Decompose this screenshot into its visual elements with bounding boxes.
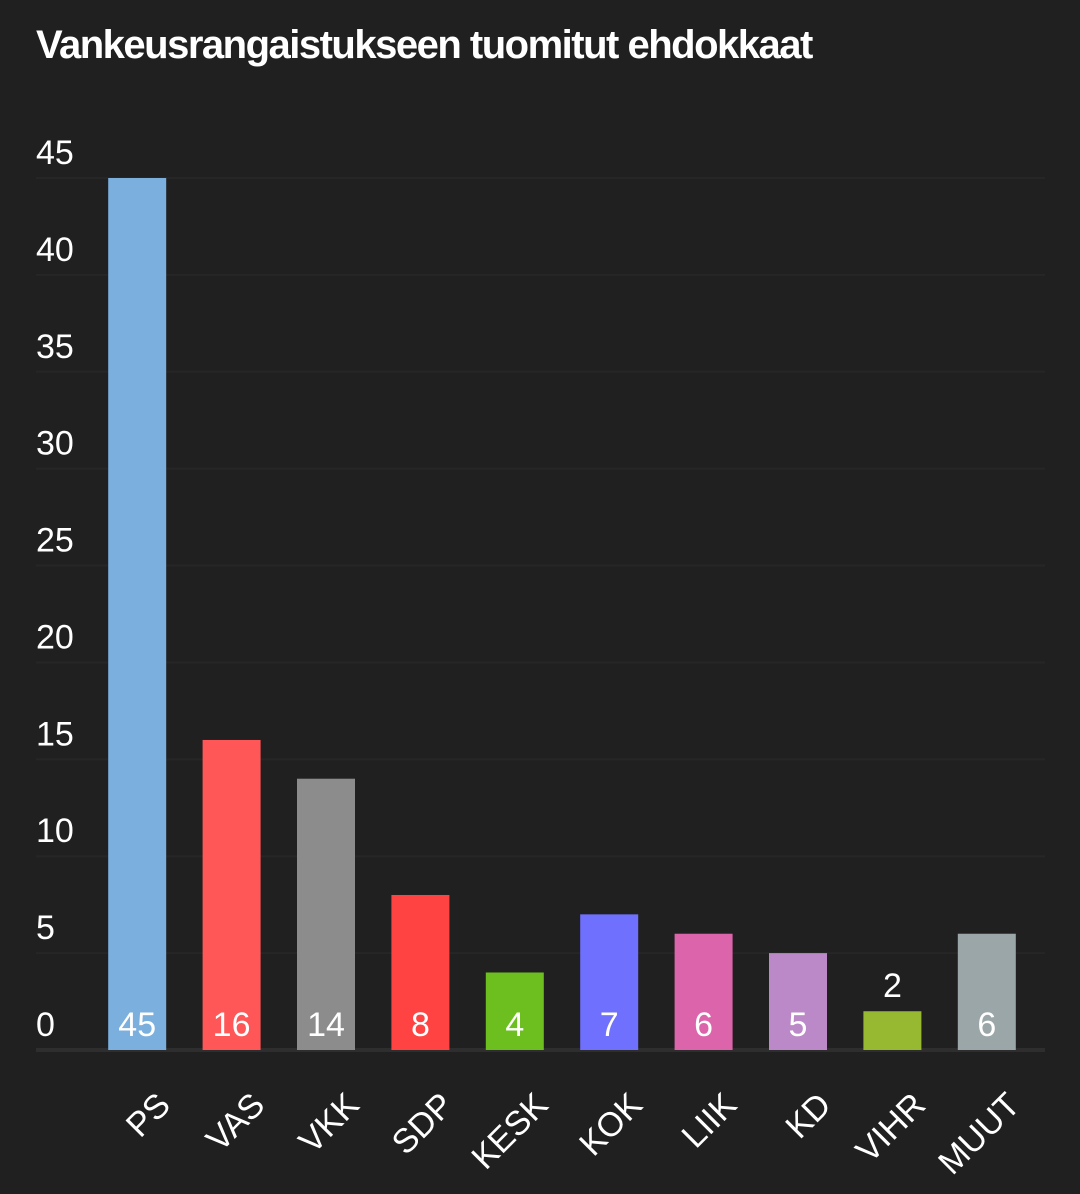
bar	[202, 739, 261, 1050]
value-label: 45	[118, 1006, 156, 1044]
value-label: 7	[600, 1006, 619, 1044]
bar	[580, 914, 639, 1050]
y-tick-label: 45	[36, 134, 74, 172]
value-label: 4	[505, 1006, 524, 1044]
value-label: 8	[411, 1006, 430, 1044]
y-tick-label: 10	[36, 812, 74, 850]
y-tick-label: 15	[36, 715, 74, 753]
y-tick-label: 20	[36, 618, 74, 656]
bar	[957, 933, 1016, 1050]
y-tick-label: 35	[36, 328, 74, 366]
bar	[485, 972, 544, 1050]
bar	[863, 1011, 922, 1050]
bar	[297, 778, 355, 1050]
y-tick-label: 30	[36, 425, 74, 463]
y-tick-label: 5	[36, 909, 55, 947]
chart-title: Vankeusrangaistukseen tuomitut ehdokkaat	[36, 23, 813, 67]
value-label: 14	[307, 1006, 345, 1044]
y-tick-label: 40	[36, 231, 74, 269]
bar	[674, 933, 733, 1050]
y-tick-label: 25	[36, 522, 74, 560]
bar	[391, 894, 450, 1050]
value-label: 16	[213, 1006, 251, 1044]
y-tick-label: 0	[36, 1006, 55, 1044]
bar	[108, 178, 167, 1050]
value-label: 2	[883, 967, 902, 1005]
value-label: 6	[977, 1006, 996, 1044]
bar	[769, 953, 827, 1050]
value-label: 6	[694, 1006, 713, 1044]
value-label: 5	[789, 1006, 808, 1044]
